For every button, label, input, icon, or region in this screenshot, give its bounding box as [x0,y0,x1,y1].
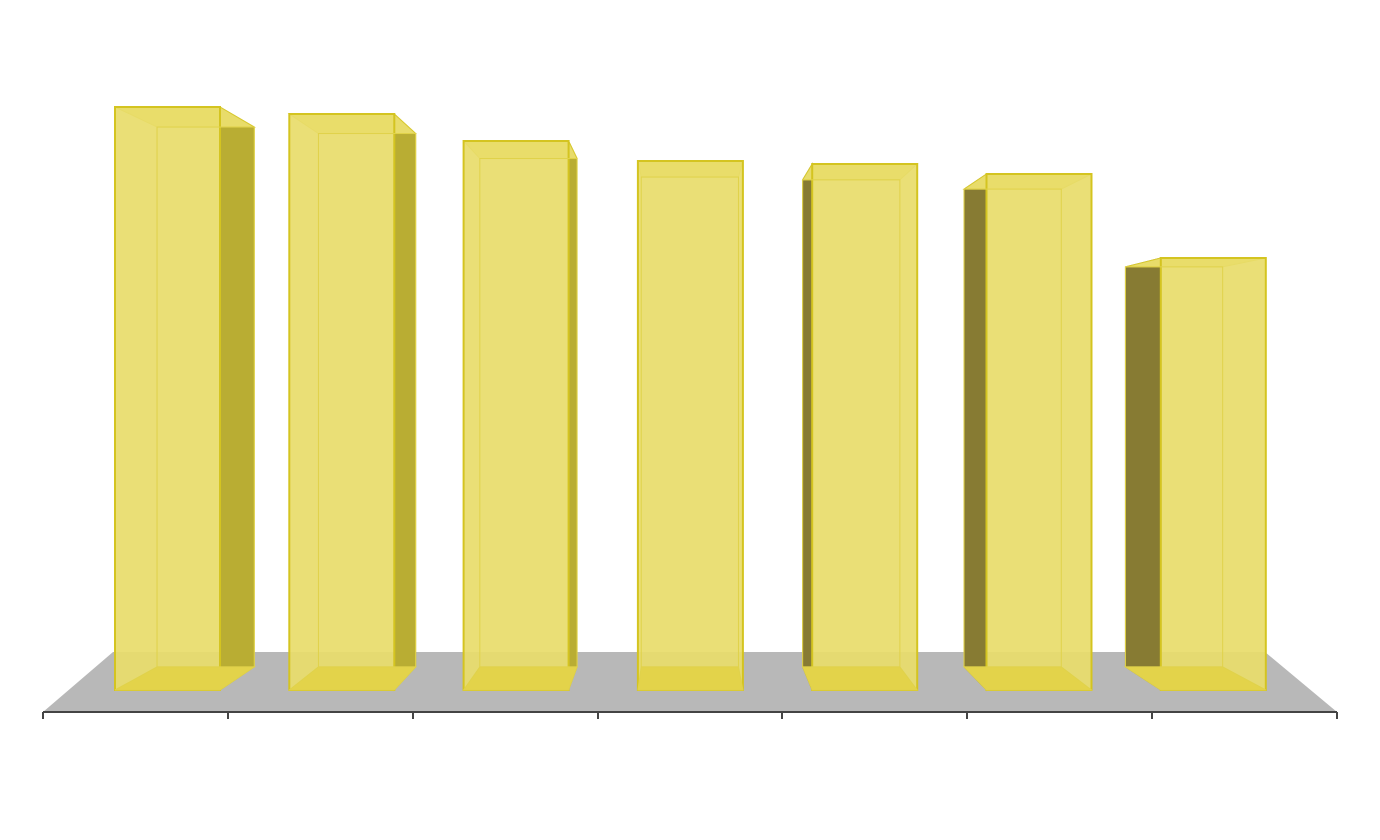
bar-side [963,173,987,692]
bar-3d [462,140,578,691]
bar [1159,257,1267,691]
bar-side [393,112,417,692]
bar-bottom [287,666,417,691]
bar [636,160,744,691]
bar-side [1124,257,1162,691]
bar-bottom [1123,666,1267,691]
bar [114,106,221,691]
bar [462,140,570,691]
bar-bottom [462,666,578,691]
bar-side [219,106,255,691]
bar-bottom [801,666,919,691]
bar-3d [1123,257,1267,691]
x-axis [42,711,1338,719]
bar-3d [287,112,417,692]
bar-3d [636,160,744,691]
bar-bottom [962,666,1093,691]
bar [985,173,1093,691]
bar-side [802,162,813,691]
bar [288,113,396,691]
bar-3d [114,106,257,691]
bar-3d [962,173,1093,692]
bar-3d [801,162,919,691]
bar-bottom [114,666,256,691]
bar-side [568,140,578,691]
bar-bottom [637,666,744,691]
bar [811,163,919,691]
